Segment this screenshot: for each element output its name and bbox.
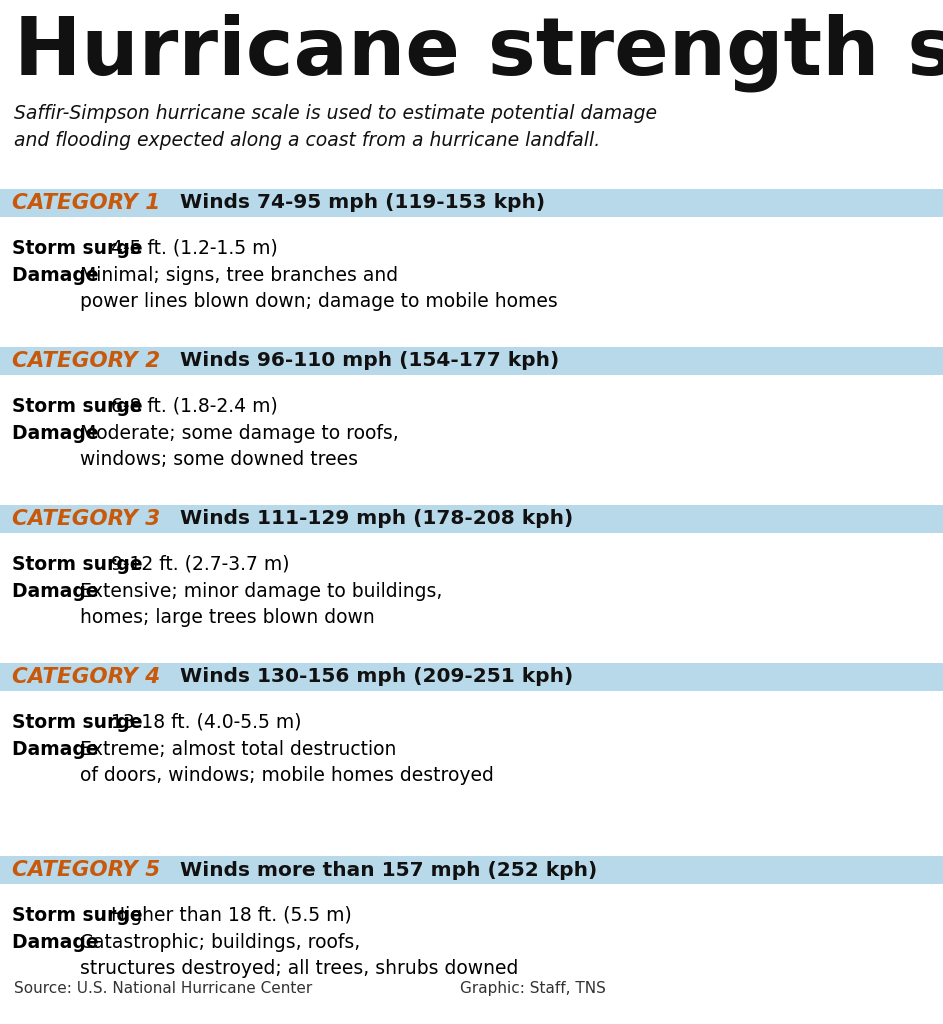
Text: CATEGORY 1: CATEGORY 1 bbox=[12, 193, 160, 213]
Text: Storm surge: Storm surge bbox=[12, 906, 149, 925]
Text: Moderate; some damage to roofs,
windows; some downed trees: Moderate; some damage to roofs, windows;… bbox=[80, 424, 399, 469]
Text: Winds 74-95 mph (119-153 kph): Winds 74-95 mph (119-153 kph) bbox=[180, 194, 545, 213]
Text: Catastrophic; buildings, roofs,
structures destroyed; all trees, shrubs downed: Catastrophic; buildings, roofs, structur… bbox=[80, 933, 519, 978]
Text: CATEGORY 5: CATEGORY 5 bbox=[12, 860, 160, 880]
Text: CATEGORY 3: CATEGORY 3 bbox=[12, 509, 160, 529]
Text: Winds 130-156 mph (209-251 kph): Winds 130-156 mph (209-251 kph) bbox=[180, 668, 573, 686]
Text: Graphic: Staff, TNS: Graphic: Staff, TNS bbox=[460, 981, 605, 996]
Text: Storm surge: Storm surge bbox=[12, 239, 149, 258]
Text: Source: U.S. National Hurricane Center: Source: U.S. National Hurricane Center bbox=[14, 981, 312, 996]
Text: Storm surge: Storm surge bbox=[12, 713, 149, 732]
Text: Damage: Damage bbox=[12, 266, 105, 285]
Bar bbox=[0, 663, 943, 691]
Text: Damage: Damage bbox=[12, 740, 105, 759]
Text: Saffir-Simpson hurricane scale is used to estimate potential damage
and flooding: Saffir-Simpson hurricane scale is used t… bbox=[14, 104, 657, 150]
Text: CATEGORY 4: CATEGORY 4 bbox=[12, 667, 160, 687]
Text: Winds 96-110 mph (154-177 kph): Winds 96-110 mph (154-177 kph) bbox=[180, 351, 559, 371]
Text: Extensive; minor damage to buildings,
homes; large trees blown down: Extensive; minor damage to buildings, ho… bbox=[80, 582, 442, 627]
Bar bbox=[0, 347, 943, 375]
Text: Storm surge: Storm surge bbox=[12, 397, 149, 416]
Bar bbox=[0, 505, 943, 534]
Text: Winds 111-129 mph (178-208 kph): Winds 111-129 mph (178-208 kph) bbox=[180, 510, 573, 528]
Text: Minimal; signs, tree branches and
power lines blown down; damage to mobile homes: Minimal; signs, tree branches and power … bbox=[80, 266, 557, 310]
Text: Storm surge: Storm surge bbox=[12, 555, 149, 574]
Text: Damage: Damage bbox=[12, 582, 105, 601]
Text: Damage: Damage bbox=[12, 933, 105, 952]
Text: Hurricane strength scale: Hurricane strength scale bbox=[14, 14, 943, 92]
Text: Higher than 18 ft. (5.5 m): Higher than 18 ft. (5.5 m) bbox=[111, 906, 352, 925]
Text: Extreme; almost total destruction
of doors, windows; mobile homes destroyed: Extreme; almost total destruction of doo… bbox=[80, 740, 494, 784]
Text: Damage: Damage bbox=[12, 424, 105, 443]
Text: 4-5 ft. (1.2-1.5 m): 4-5 ft. (1.2-1.5 m) bbox=[111, 239, 278, 258]
Text: 9-12 ft. (2.7-3.7 m): 9-12 ft. (2.7-3.7 m) bbox=[111, 555, 290, 574]
Text: 13-18 ft. (4.0-5.5 m): 13-18 ft. (4.0-5.5 m) bbox=[111, 713, 302, 732]
Text: CATEGORY 2: CATEGORY 2 bbox=[12, 351, 160, 371]
Bar bbox=[0, 856, 943, 884]
Bar bbox=[0, 189, 943, 217]
Text: Winds more than 157 mph (252 kph): Winds more than 157 mph (252 kph) bbox=[180, 860, 597, 880]
Text: 6-8 ft. (1.8-2.4 m): 6-8 ft. (1.8-2.4 m) bbox=[111, 397, 278, 416]
